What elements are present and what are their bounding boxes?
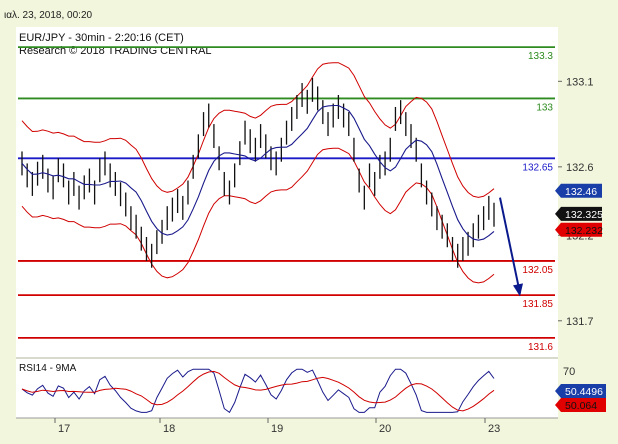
- rsi-tag-label-1: 50.064: [565, 400, 597, 412]
- upper-band-line: [21, 62, 495, 198]
- rsi-lines: [21, 368, 495, 414]
- rsi-tags: 50.4496 50.064: [555, 384, 606, 412]
- price-tag-label-0: 132.46: [565, 186, 597, 198]
- price-tag-bg-1: [555, 206, 602, 221]
- date-tick-label-2: 19: [271, 423, 283, 435]
- rsi-tag-bg-0: [555, 384, 606, 398]
- date-tick-label-3: 20: [379, 423, 391, 435]
- price-tick-label-3: 131.7: [566, 316, 594, 328]
- price-panel: [16, 27, 558, 357]
- moving-average: [21, 104, 495, 241]
- rsi-ma-line: [21, 370, 495, 412]
- date-tick-label-0: 17: [58, 423, 70, 435]
- level-label-3: 132.05: [522, 265, 553, 276]
- projection-arrow-head: [513, 283, 523, 297]
- rsi-tag-label-0: 50.4496: [565, 386, 603, 398]
- level-label-4: 131.85: [522, 299, 553, 310]
- price-tick-label-1: 132.6: [566, 162, 594, 174]
- level-label-1: 133: [536, 102, 553, 113]
- price-tick-label-0: 133.1: [566, 76, 594, 88]
- date-tick-label-1: 18: [163, 423, 175, 435]
- level-lines: 133.3 133 132.65 132.05 131.85 131.6: [18, 46, 555, 353]
- projection-arrow-shaft: [499, 197, 521, 294]
- level-label-5: 131.6: [528, 342, 553, 353]
- rsi-line: [21, 368, 495, 414]
- projection-arrow: [499, 197, 523, 297]
- date-tick-label-4: 23: [488, 423, 500, 435]
- header-date: ιαλ. 23, 2018, 00:20: [4, 10, 93, 21]
- price-tag-bg-2: [555, 222, 602, 237]
- price-tag-bg-0: [555, 183, 602, 198]
- moving-average-line: [21, 104, 495, 241]
- lower-band-line: [21, 147, 495, 284]
- price-tag-label-2: 132.232: [565, 225, 603, 237]
- level-label-0: 133.3: [528, 51, 553, 62]
- price-tag-label-1: 132.325: [565, 209, 603, 221]
- rsi-title: RSI14 - 9MA: [19, 363, 77, 374]
- price-tags: 132.46 132.325 132.232: [555, 183, 603, 237]
- rsi-tag-bg-1: [555, 398, 606, 412]
- rsi-tick-70: 70: [563, 366, 575, 378]
- level-label-2: 132.65: [522, 162, 553, 173]
- chart-title: EUR/JPY - 30min - 2:20:16 (CET): [19, 32, 184, 44]
- date-axis-ticks: 17 18 19 20 23: [54, 418, 500, 435]
- rsi-panel: [16, 359, 558, 418]
- bollinger-bands: [21, 62, 495, 284]
